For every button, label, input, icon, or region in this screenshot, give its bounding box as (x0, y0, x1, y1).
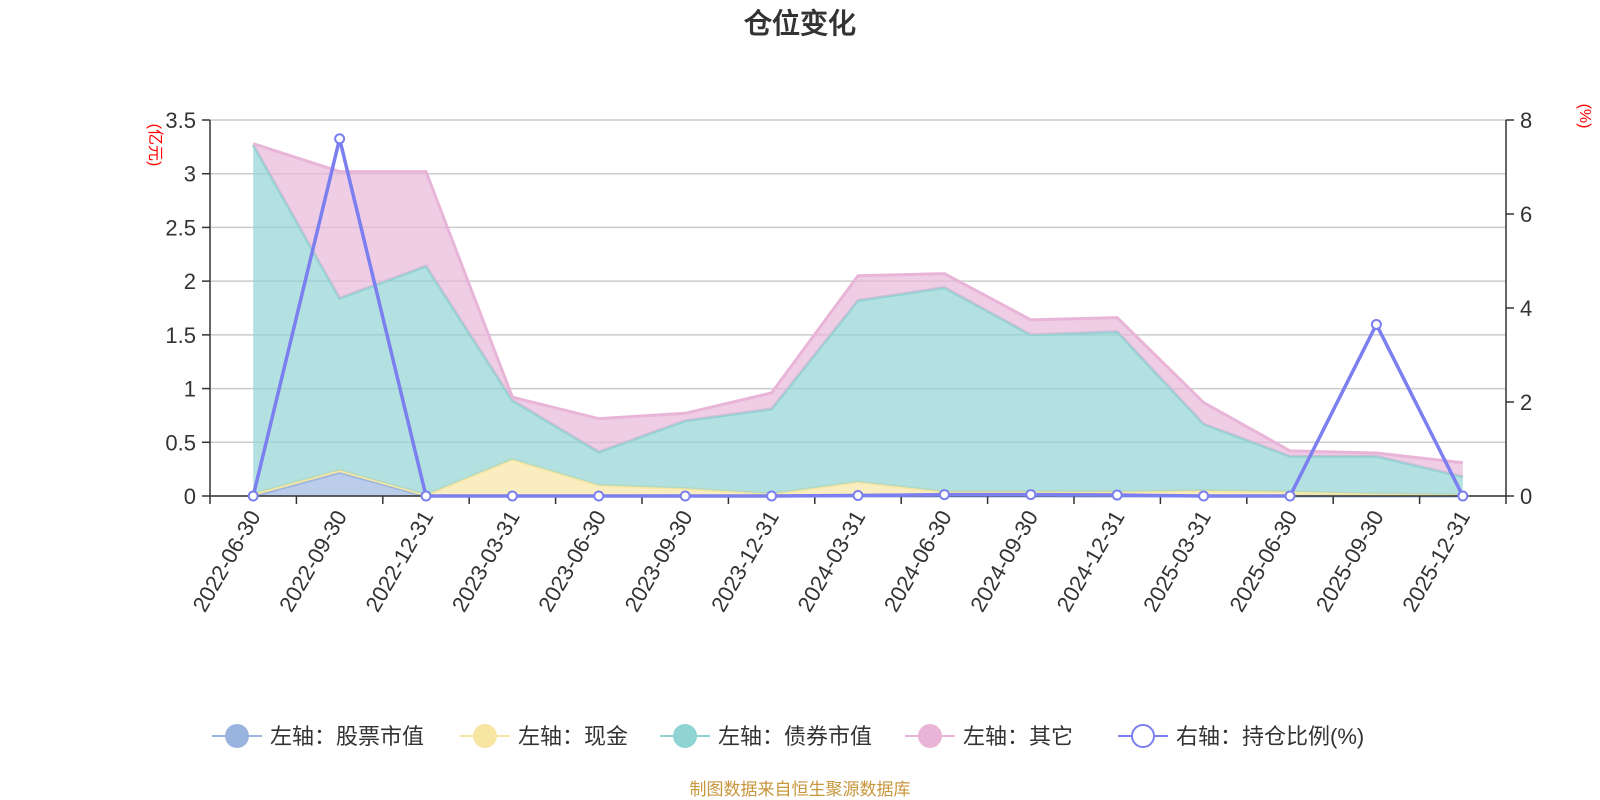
left-axis-unit: (亿元) (146, 124, 164, 167)
area-左轴：股票市值 (253, 472, 1463, 496)
x-tick-label: 2025-03-31 (1138, 506, 1216, 616)
right-axis-unit: (%) (1576, 104, 1593, 129)
x-tick-label: 2023-09-30 (620, 506, 698, 616)
legend-label: 左轴：现金 (518, 724, 628, 749)
chart-title: 仓位变化 (744, 7, 856, 39)
right-y-axis: 0 2 4 6 8 (1505, 108, 1532, 509)
x-axis: 2022-06-30 2022-09-30 2022-12-31 2023-03-31… (188, 495, 1507, 616)
x-tick-label: 2025-06-30 (1224, 506, 1302, 616)
x-tick-label: 2024-06-30 (879, 506, 957, 616)
ratio-point (506, 490, 518, 502)
data-source-note: 制图数据来自恒生聚源数据库 (690, 780, 911, 799)
ratio-point (593, 490, 605, 502)
x-tick-label: 2023-12-31 (706, 506, 784, 616)
left-tick-label: 3.5 (165, 108, 196, 133)
right-tick-label: 2 (1520, 390, 1532, 415)
legend-marker (918, 724, 942, 748)
legend-item: 左轴：现金 (460, 724, 628, 749)
legend-item: 左轴：股票市值 (212, 724, 424, 749)
holding-ratio-line (247, 133, 1469, 502)
left-y-axis: 0 0.5 1 1.5 2 2.5 3 3.5 (165, 108, 211, 509)
area-左轴：其它 (253, 143, 1463, 477)
x-tick-label: 2022-12-31 (360, 506, 438, 616)
ratio-point (420, 490, 432, 502)
left-tick-label: 0.5 (165, 430, 196, 455)
left-tick-label: 2 (184, 269, 196, 294)
area-layers (251, 142, 1464, 498)
x-tick-label: 2024-09-30 (965, 506, 1043, 616)
ratio-point (852, 490, 864, 502)
x-tick-label: 2024-03-31 (792, 506, 870, 616)
x-tick-label: 2024-12-31 (1052, 506, 1130, 616)
right-tick-label: 0 (1520, 484, 1532, 509)
legend-item: 左轴：债券市值 (660, 724, 872, 749)
right-tick-label: 8 (1520, 108, 1532, 133)
legend-item: 左轴：其它 (905, 724, 1073, 749)
area-左轴：现金 (253, 459, 1463, 496)
x-tick-label: 2025-12-31 (1397, 506, 1475, 616)
ratio-point (1370, 318, 1382, 330)
x-tick-label: 2023-06-30 (533, 506, 611, 616)
x-tick-label: 2023-03-31 (447, 506, 525, 616)
left-tick-label: 1.5 (165, 323, 196, 348)
ratio-point (1198, 490, 1210, 502)
ratio-point (1284, 490, 1296, 502)
right-tick-label: 6 (1520, 202, 1532, 227)
legend-label: 左轴：其它 (963, 724, 1073, 749)
x-tick-label: 2022-09-30 (274, 506, 352, 616)
x-tick-label: 2025-09-30 (1311, 506, 1389, 616)
left-tick-label: 1 (184, 377, 196, 402)
right-tick-label: 4 (1520, 296, 1532, 321)
area-左轴：债券市值 (253, 144, 1463, 495)
ratio-point (938, 489, 950, 501)
legend-marker (1131, 724, 1155, 748)
legend-marker (473, 724, 497, 748)
legend-label: 左轴：股票市值 (270, 724, 424, 749)
ratio-point (247, 490, 259, 502)
area-edge-左轴：其它 (252, 142, 1463, 465)
legend-marker (673, 724, 697, 748)
legend-marker (225, 724, 249, 748)
left-tick-label: 0 (184, 484, 196, 509)
left-tick-label: 3 (184, 162, 196, 187)
ratio-point (334, 133, 346, 145)
legend-label: 右轴：持仓比例(%) (1176, 724, 1364, 749)
ratio-point (679, 490, 691, 502)
ratio-point (1457, 490, 1469, 502)
legend-item: 右轴：持仓比例(%) (1118, 724, 1364, 749)
legend: 左轴：股票市值 左轴：现金 左轴：债券市值 左轴：其它 右轴：持仓比例(%) (212, 724, 1364, 749)
ratio-point (1025, 489, 1037, 501)
x-tick-label: 2022-06-30 (188, 506, 266, 616)
ratio-point (766, 490, 778, 502)
ratio-point (1111, 489, 1123, 501)
legend-label: 左轴：债券市值 (718, 724, 872, 749)
left-tick-label: 2.5 (165, 215, 196, 240)
